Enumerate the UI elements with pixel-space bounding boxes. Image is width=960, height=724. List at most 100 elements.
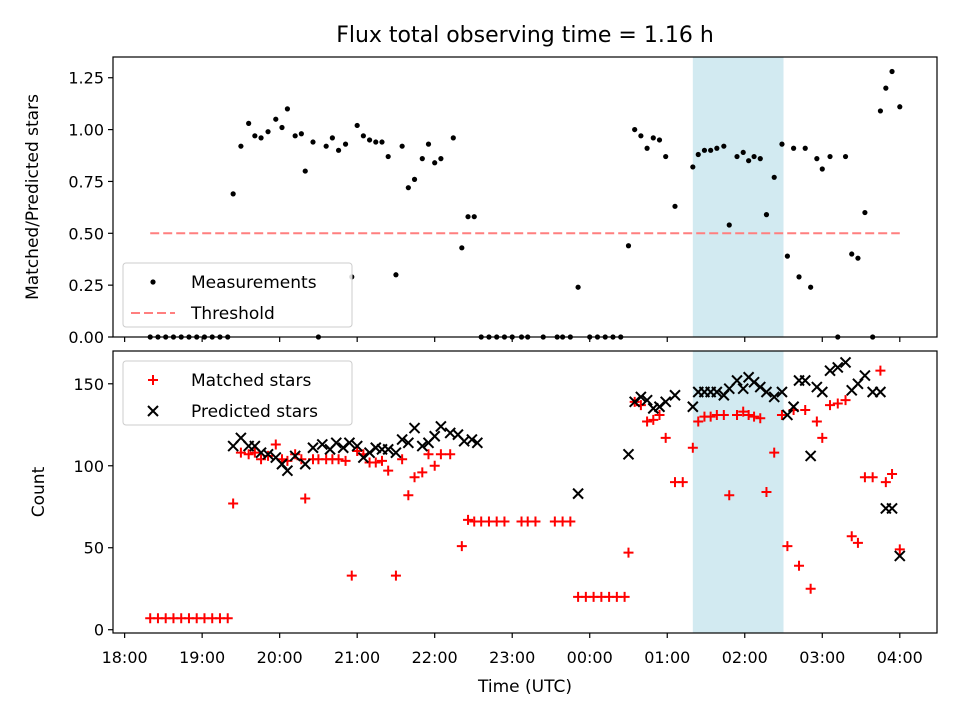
legend-box bbox=[122, 360, 353, 426]
data-point bbox=[393, 272, 399, 278]
data-point bbox=[642, 416, 653, 427]
data-point bbox=[397, 454, 408, 465]
data-point bbox=[669, 389, 681, 401]
data-point bbox=[417, 467, 428, 478]
series-predicted-stars bbox=[227, 356, 906, 562]
data-point bbox=[816, 386, 828, 398]
data-point bbox=[340, 455, 351, 466]
data-point bbox=[875, 365, 886, 376]
data-point bbox=[435, 449, 446, 460]
data-point bbox=[450, 135, 456, 141]
y-tick-label: 0.00 bbox=[68, 328, 104, 347]
data-point bbox=[708, 147, 714, 153]
legend-label: Measurements bbox=[191, 273, 317, 293]
y-tick-label: 100 bbox=[73, 457, 104, 476]
chart-title: Flux total observing time = 1.16 h bbox=[336, 23, 714, 48]
data-point bbox=[897, 104, 903, 110]
x-tick-label: 18:00 bbox=[102, 648, 148, 667]
data-point bbox=[273, 116, 279, 122]
data-point bbox=[258, 135, 264, 141]
data-point bbox=[307, 442, 319, 454]
data-point bbox=[811, 416, 822, 427]
data-point bbox=[802, 145, 808, 151]
data-point bbox=[575, 284, 581, 290]
data-point bbox=[763, 212, 770, 218]
data-point bbox=[402, 437, 415, 449]
data-point bbox=[499, 516, 510, 527]
data-point bbox=[808, 284, 814, 290]
legend-label: Matched stars bbox=[191, 371, 311, 391]
data-point bbox=[635, 391, 647, 403]
data-point bbox=[784, 253, 790, 259]
data-point bbox=[246, 120, 252, 126]
data-point bbox=[399, 143, 405, 149]
data-point bbox=[419, 156, 425, 162]
legend-label: Threshold bbox=[190, 304, 275, 324]
data-point bbox=[329, 135, 335, 141]
legend: Measurements Threshold bbox=[122, 262, 353, 328]
data-point bbox=[842, 153, 849, 160]
data-point bbox=[794, 560, 805, 571]
data-point bbox=[405, 185, 411, 191]
data-point bbox=[886, 502, 898, 515]
data-point bbox=[705, 411, 716, 422]
data-point bbox=[249, 447, 260, 458]
data-point bbox=[222, 613, 233, 624]
data-point bbox=[849, 251, 855, 257]
data-point bbox=[316, 438, 329, 451]
x-tick-label: 02:00 bbox=[722, 648, 768, 667]
y-tick-label: 0 bbox=[94, 621, 104, 640]
data-point bbox=[235, 447, 246, 458]
data-point bbox=[335, 147, 342, 153]
data-point bbox=[382, 443, 394, 456]
plot-frame bbox=[112, 350, 938, 634]
data-point bbox=[370, 457, 381, 468]
legend-entry: Matched stars bbox=[148, 371, 311, 391]
data-point bbox=[650, 135, 656, 141]
data-point bbox=[396, 433, 408, 446]
panel-ratio: 0.00 0.25 0.50 0.75 1.00 1.25 Matched/Predicte… bbox=[23, 56, 938, 347]
y-tick-label: 50 bbox=[84, 539, 104, 558]
legend: Matched stars Predicted stars bbox=[122, 360, 353, 426]
data-point bbox=[887, 468, 898, 479]
data-point bbox=[804, 450, 817, 462]
y-tick-label: 0.75 bbox=[68, 172, 104, 191]
data-point bbox=[333, 454, 344, 465]
data-point bbox=[751, 153, 757, 160]
legend-entry: Threshold bbox=[131, 304, 275, 324]
x-tick-label: 22:00 bbox=[412, 648, 458, 667]
data-point bbox=[279, 124, 285, 131]
y-axis-label: Count bbox=[29, 466, 49, 517]
data-point bbox=[632, 126, 638, 133]
legend-entry: Predicted stars bbox=[147, 402, 318, 422]
data-point bbox=[724, 490, 735, 501]
data-point bbox=[814, 156, 820, 162]
data-point bbox=[731, 374, 743, 387]
data-point bbox=[435, 420, 447, 433]
data-point bbox=[408, 422, 421, 434]
data-point bbox=[252, 133, 258, 139]
data-point bbox=[310, 139, 316, 145]
data-point bbox=[721, 143, 727, 149]
data-point bbox=[572, 487, 584, 500]
data-point bbox=[832, 361, 844, 374]
data-point bbox=[463, 514, 474, 525]
data-point bbox=[862, 209, 868, 216]
series-matched-stars bbox=[145, 365, 905, 624]
data-point bbox=[776, 409, 787, 420]
data-point bbox=[243, 449, 254, 460]
data-point bbox=[782, 541, 793, 552]
x-tick-label: 20:00 bbox=[257, 648, 303, 667]
data-point bbox=[711, 386, 723, 398]
data-point bbox=[894, 550, 906, 562]
data-point bbox=[360, 133, 366, 139]
data-point bbox=[817, 432, 828, 443]
x-tick-label: 19:00 bbox=[179, 648, 225, 667]
data-point bbox=[622, 448, 635, 460]
x-tick-label: 23:00 bbox=[489, 648, 535, 667]
data-point bbox=[714, 145, 720, 151]
data-point bbox=[230, 191, 236, 197]
data-point bbox=[840, 395, 851, 406]
